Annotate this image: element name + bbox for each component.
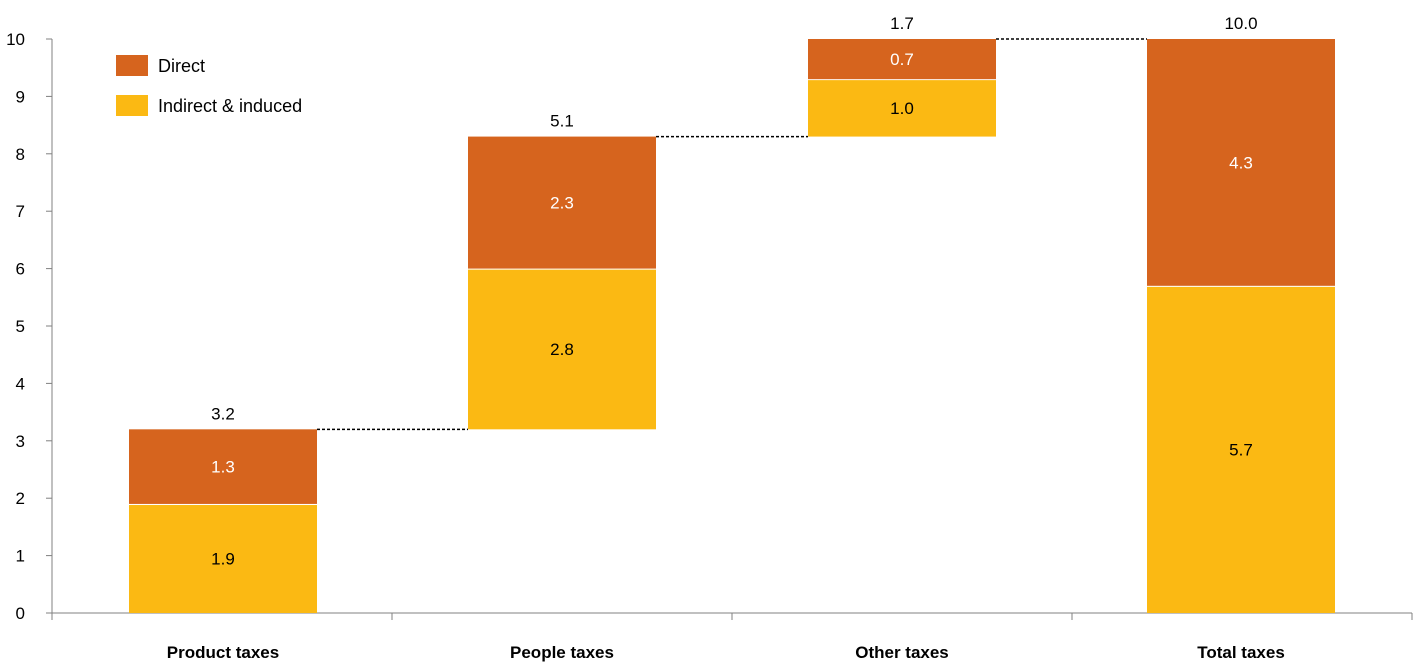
bar-total-label: 10.0	[1224, 14, 1257, 33]
connectors	[317, 38, 1147, 431]
segment-value-label: 2.8	[550, 340, 574, 359]
bar-segment	[808, 79, 996, 137]
segment-value-label: 0.7	[890, 50, 914, 69]
segment-value-label: 1.9	[211, 549, 235, 568]
bar-total-label: 3.2	[211, 404, 235, 423]
bar-segment	[808, 39, 996, 80]
bar-total-label: 1.7	[890, 14, 914, 33]
y-tick-label: 0	[16, 604, 25, 623]
bar-segment	[1147, 285, 1335, 613]
y-tick-label: 4	[16, 374, 25, 393]
segment-value-label: 5.7	[1229, 440, 1253, 459]
x-category-label: Other taxes	[855, 643, 949, 662]
y-tick-label: 7	[16, 202, 25, 221]
bar-segment	[129, 503, 317, 613]
bar-segment	[1147, 39, 1335, 286]
x-category-label: Total taxes	[1197, 643, 1285, 662]
legend-swatch	[116, 55, 148, 76]
legend: Direct Indirect & induced	[116, 55, 302, 116]
bar-total-label: 5.1	[550, 112, 574, 131]
y-tick-label: 10	[6, 30, 25, 49]
legend-label: Direct	[158, 56, 205, 76]
segment-value-label: 4.3	[1229, 153, 1253, 172]
segment-value-label: 2.3	[550, 194, 574, 213]
y-tick-label: 6	[16, 260, 25, 279]
y-tick-label: 3	[16, 432, 25, 451]
segment-value-label: 1.3	[211, 458, 235, 477]
y-tick-label: 2	[16, 489, 25, 508]
y-tick-label: 1	[16, 547, 25, 566]
x-axis: Product taxes People taxes Other taxes Tota…	[51, 612, 1413, 662]
x-category-label: People taxes	[510, 643, 614, 662]
x-category-label: Product taxes	[167, 643, 279, 662]
y-tick-label: 9	[16, 87, 25, 106]
bar-segment	[468, 136, 656, 269]
bar-segment	[129, 429, 317, 504]
y-tick-label: 8	[16, 145, 25, 164]
legend-swatch	[116, 95, 148, 116]
legend-label: Indirect & induced	[158, 96, 302, 116]
bars: 1.9 1.3 3.2 2.8 2.3 5.1 1.0 0.7 1.7 5.7 4.3 10.0	[129, 14, 1335, 613]
segment-value-label: 1.0	[890, 99, 914, 118]
y-axis: 0 1 2 3 4 5 6 7 8 9 10	[6, 30, 53, 623]
y-tick-label: 5	[16, 317, 25, 336]
bar-segment	[468, 268, 656, 430]
